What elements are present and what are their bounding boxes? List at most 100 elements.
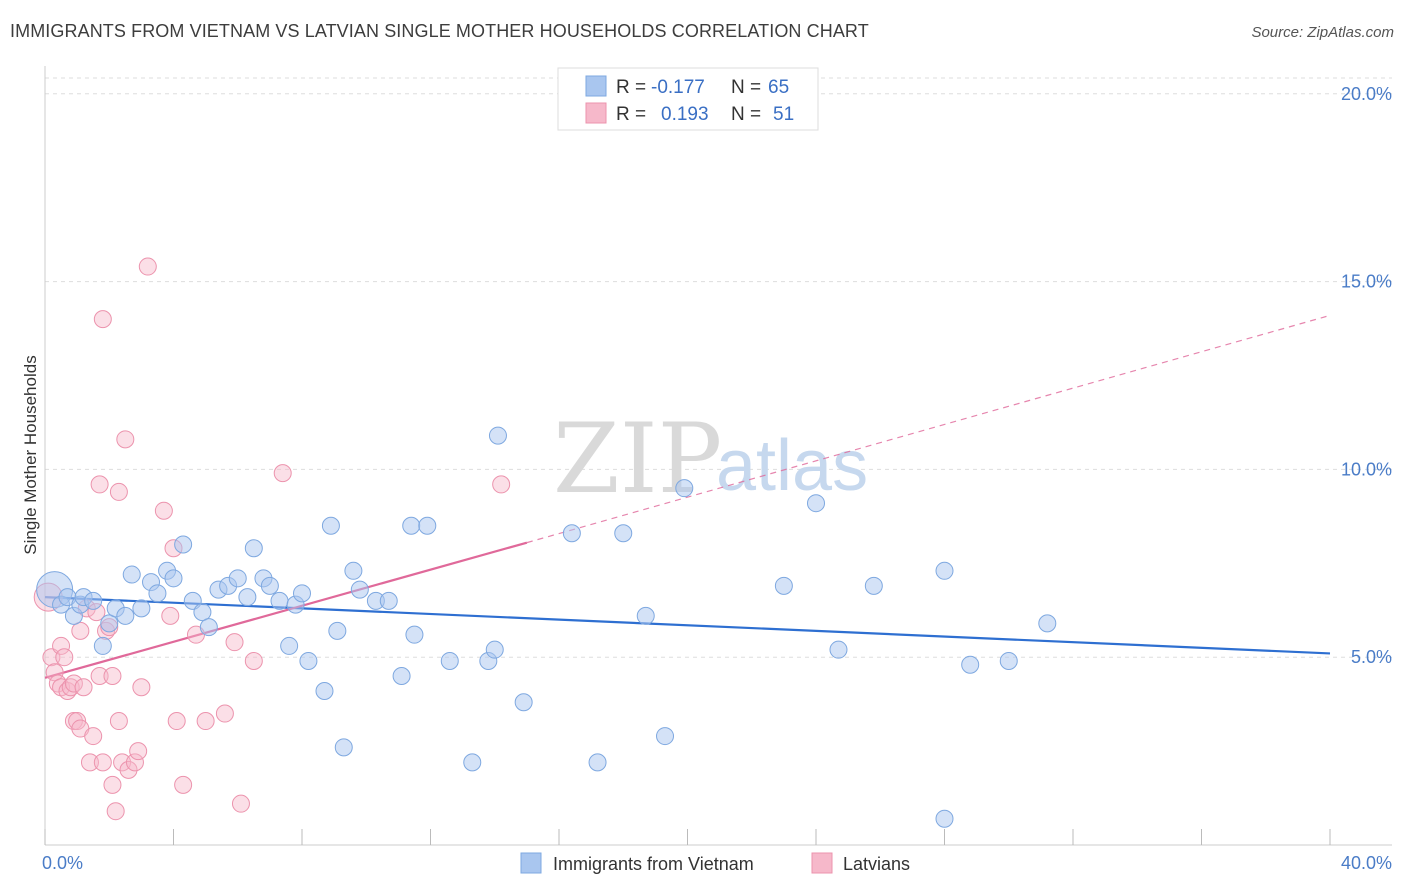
- latvians-point: [106, 802, 125, 821]
- vietnam-point: [935, 561, 954, 580]
- vietnam-point: [829, 640, 848, 659]
- vietnam-point: [588, 753, 607, 772]
- trend-line-latvians: [44, 541, 528, 679]
- y-tick-label-1: 10.0%: [1341, 459, 1392, 479]
- legend-n-label-1: N =: [731, 77, 761, 98]
- vietnam-point: [132, 599, 151, 618]
- vietnam-point: [463, 753, 482, 772]
- legend-swatch-blue: [585, 75, 607, 97]
- vietnam-point: [656, 727, 675, 746]
- vietnam-point: [116, 606, 135, 625]
- vietnam-point: [280, 636, 299, 655]
- gridlines: [45, 77, 1392, 658]
- y-axis-label: Single Mother Households: [21, 355, 40, 554]
- latvians-point: [174, 775, 193, 794]
- x-tick-label-0: 0.0%: [42, 853, 83, 873]
- chart-title: IMMIGRANTS FROM VIETNAM VS LATVIAN SINGL…: [10, 21, 869, 41]
- vietnam-point: [93, 636, 112, 655]
- latvians-point: [84, 727, 103, 746]
- legend-r-value-2: 0.193: [661, 104, 709, 125]
- latvians-point: [103, 666, 122, 685]
- latvians-point: [492, 475, 511, 494]
- latvians-point: [273, 464, 292, 483]
- trend-line-vietnam: [44, 595, 1331, 655]
- vietnam-point: [244, 539, 263, 558]
- legend-swatch-pink: [585, 102, 607, 124]
- latvians-point: [109, 712, 128, 731]
- vietnam-point: [350, 580, 369, 599]
- vietnam-point: [334, 738, 353, 757]
- latvians-point: [93, 310, 112, 329]
- legend-n-value-2: 51: [773, 104, 794, 125]
- vietnam-point: [418, 516, 437, 535]
- series-legend-swatch-vietnam: [520, 852, 542, 874]
- latvians-point: [132, 678, 151, 697]
- vietnam-point: [864, 576, 883, 595]
- latvians-point: [196, 712, 215, 731]
- latvians-point: [80, 753, 99, 772]
- latvians-points: [33, 257, 511, 821]
- correlation-legend: R = -0.177 N = 65 R = 0.193 N = 51: [557, 67, 819, 131]
- latvians-point: [93, 753, 112, 772]
- vietnam-point: [675, 479, 694, 498]
- vietnam-point: [961, 655, 980, 674]
- legend-r-label-2: R =: [616, 104, 646, 125]
- series-legend-swatch-latvians: [811, 852, 833, 874]
- vietnam-point: [807, 494, 825, 513]
- latvians-point: [119, 760, 138, 779]
- watermark-atlas: atlas: [716, 426, 868, 506]
- vietnam-point: [999, 651, 1018, 670]
- latvians-point: [138, 257, 157, 276]
- vietnam-point: [293, 584, 311, 603]
- vietnam-point: [774, 576, 793, 595]
- vietnam-point: [440, 651, 459, 670]
- x-tick-labels: 0.0% 40.0%: [42, 853, 1392, 873]
- vietnam-point: [174, 535, 193, 554]
- latvians-point: [167, 712, 186, 731]
- vietnam-point: [392, 666, 411, 685]
- vietnam-point: [164, 569, 183, 588]
- vietnam-point: [636, 606, 655, 625]
- latvians-point: [90, 666, 109, 685]
- vietnam-point: [379, 591, 398, 610]
- vietnam-point: [562, 524, 581, 543]
- vietnam-points: [36, 426, 1057, 828]
- series-legend: Immigrants from Vietnam Latvians: [520, 852, 910, 874]
- vietnam-point: [238, 588, 257, 607]
- vietnam-point: [402, 516, 421, 535]
- watermark: ZIP atlas: [553, 403, 868, 515]
- latvians-point: [231, 794, 250, 813]
- latvians-point: [244, 651, 263, 670]
- latvians-point: [154, 501, 173, 520]
- vietnam-point: [315, 682, 334, 700]
- latvians-point: [90, 475, 109, 494]
- series-legend-label-latvians: Latvians: [843, 854, 910, 874]
- vietnam-point: [100, 614, 119, 633]
- latvians-point: [52, 636, 71, 655]
- vietnam-point: [344, 561, 363, 580]
- series-legend-label-vietnam: Immigrants from Vietnam: [553, 854, 754, 874]
- vietnam-point: [193, 603, 212, 622]
- y-tick-label-2: 15.0%: [1341, 272, 1392, 292]
- legend-r-value-1: -0.177: [651, 77, 705, 98]
- watermark-zip: ZIP: [553, 403, 722, 515]
- latvians-point: [161, 606, 180, 625]
- vietnam-point: [84, 591, 103, 610]
- legend-n-value-1: 65: [768, 77, 789, 98]
- latvians-point: [113, 753, 132, 772]
- vietnam-point: [514, 693, 533, 712]
- trend-lines: [44, 314, 1331, 679]
- latvians-point: [103, 775, 122, 794]
- vietnam-point: [935, 809, 954, 828]
- vietnam-point: [228, 569, 247, 588]
- x-tick-label-1: 40.0%: [1341, 853, 1392, 873]
- latvians-point: [64, 674, 83, 693]
- axes: [44, 66, 1392, 846]
- latvians-point: [225, 633, 244, 652]
- latvians-point: [215, 704, 234, 723]
- latvians-point: [74, 678, 93, 697]
- chart-source: Source: ZipAtlas.com: [1251, 24, 1394, 41]
- legend-n-label-2: N =: [731, 104, 761, 125]
- latvians-point: [125, 753, 144, 772]
